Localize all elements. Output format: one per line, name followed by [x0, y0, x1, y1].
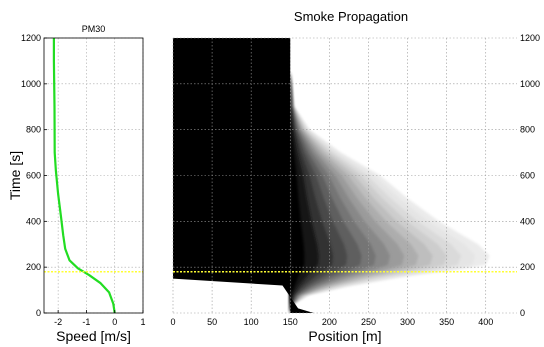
- time-y-axis-label: Time [s]: [7, 151, 23, 200]
- speed-series: [52, 38, 116, 313]
- time-y-tick-label: 1200: [21, 33, 41, 43]
- speed-x-tick-label: -1: [82, 317, 90, 327]
- position-x-tick-label: 50: [207, 317, 217, 327]
- time-y-tick-label: 400: [26, 216, 41, 226]
- speed-x-tick-label: 1: [140, 317, 145, 327]
- speed-panel-title: PM30: [82, 24, 106, 34]
- speed-ticks: -2 -1 0 1 0 200 400 600 800 1000 1200: [21, 33, 146, 327]
- time-y-tick-label: 200: [26, 262, 41, 272]
- speed-x-axis-label: Speed [m/s]: [56, 328, 131, 344]
- position-x-tick-label: 150: [283, 317, 298, 327]
- smoke-y-tick-label: 800: [520, 125, 535, 135]
- time-y-tick-label: 1000: [21, 79, 41, 89]
- speed-x-tick-label: 0: [112, 317, 117, 327]
- time-y-tick-label: 800: [26, 125, 41, 135]
- time-y-tick-label: 0: [36, 308, 41, 318]
- smoke-panel: 0 50 100 150 200 250 300 350 400 0 200 400 600 800 100…: [170, 9, 540, 344]
- speed-panel: -2 -1 0 1 0 200 400 600 800 1000 1200 PM30 Speed […: [7, 24, 146, 344]
- smoke-ticks: 0 50 100 150 200 250 300 350 400 0 200 400 600 800 100…: [170, 33, 540, 327]
- smoke-y-tick-label: 1200: [520, 33, 540, 43]
- smoke-panel-title: Smoke Propagation: [294, 9, 408, 24]
- smoke-y-tick-label: 400: [520, 216, 535, 226]
- time-y-tick-label: 600: [26, 171, 41, 181]
- smoke-y-tick-label: 0: [520, 308, 525, 318]
- position-x-axis-label: Position [m]: [308, 328, 381, 344]
- smoke-y-tick-label: 600: [520, 171, 535, 181]
- position-x-tick-label: 100: [244, 317, 259, 327]
- speed-curve: [52, 38, 116, 313]
- position-x-tick-label: 250: [361, 317, 376, 327]
- position-x-tick-label: 400: [478, 317, 493, 327]
- smoke-grid: [172, 37, 517, 314]
- position-x-tick-label: 200: [322, 317, 337, 327]
- position-x-tick-label: 300: [400, 317, 415, 327]
- position-x-tick-label: 350: [439, 317, 454, 327]
- smoke-y-tick-label: 1000: [520, 79, 540, 89]
- speed-x-tick-label: -2: [54, 317, 62, 327]
- smoke-y-tick-label: 200: [520, 262, 535, 272]
- position-x-tick-label: 0: [170, 317, 175, 327]
- smoke-density-band: [290, 72, 305, 313]
